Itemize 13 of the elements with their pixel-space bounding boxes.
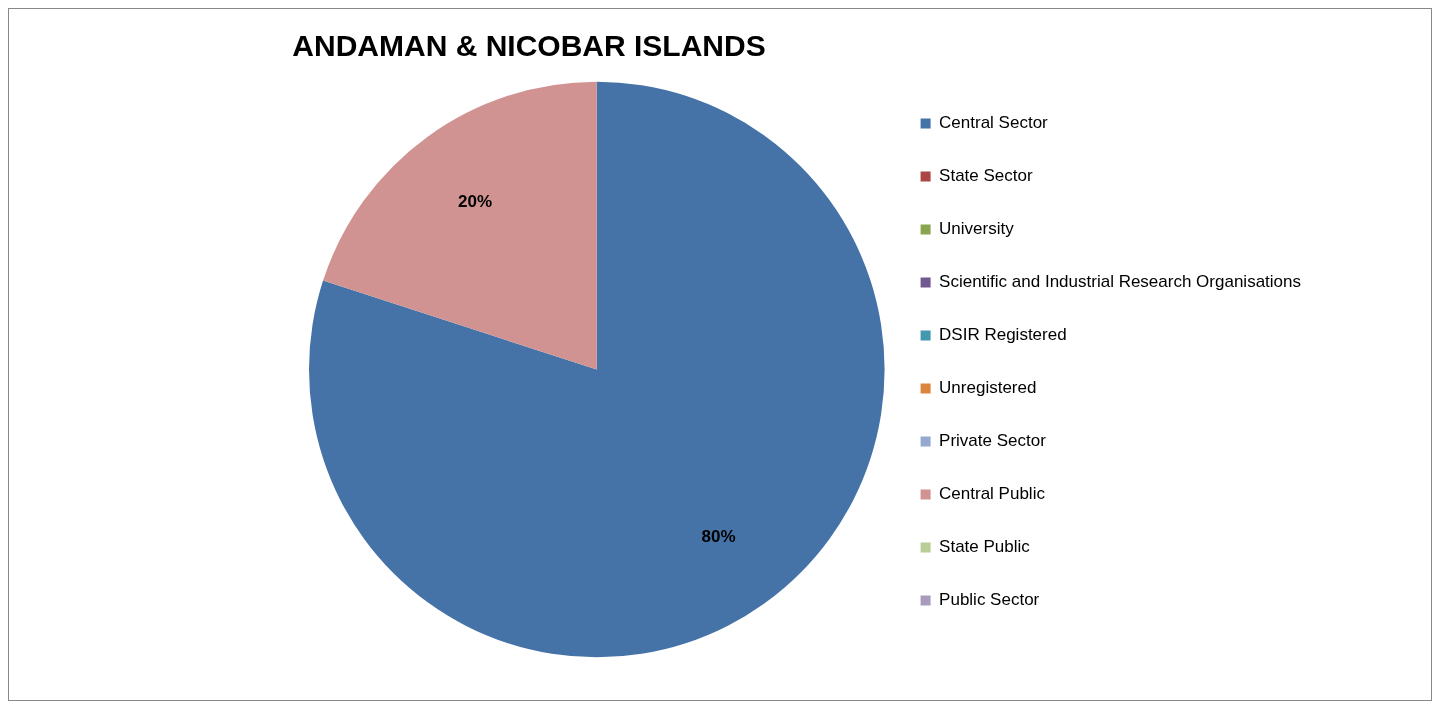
legend-label: State Sector: [939, 166, 1033, 186]
legend-label: DSIR Registered: [939, 325, 1067, 345]
legend-label: Public Sector: [939, 590, 1040, 610]
legend-label: Central Sector: [939, 113, 1049, 133]
legend-label: Scientific and Industrial Research Organisations: [939, 272, 1301, 292]
legend-label: Central Public: [939, 484, 1046, 504]
data-label: 20%: [457, 191, 493, 211]
data-label: 80%: [701, 526, 736, 546]
legend-label: Private Sector: [939, 431, 1047, 451]
chart-title: ANDAMAN & NICOBAR ISLANDS: [291, 28, 767, 64]
legend-label: University: [939, 219, 1015, 239]
legend-label: State Public: [939, 537, 1031, 557]
legend-label: Unregistered: [939, 378, 1037, 398]
